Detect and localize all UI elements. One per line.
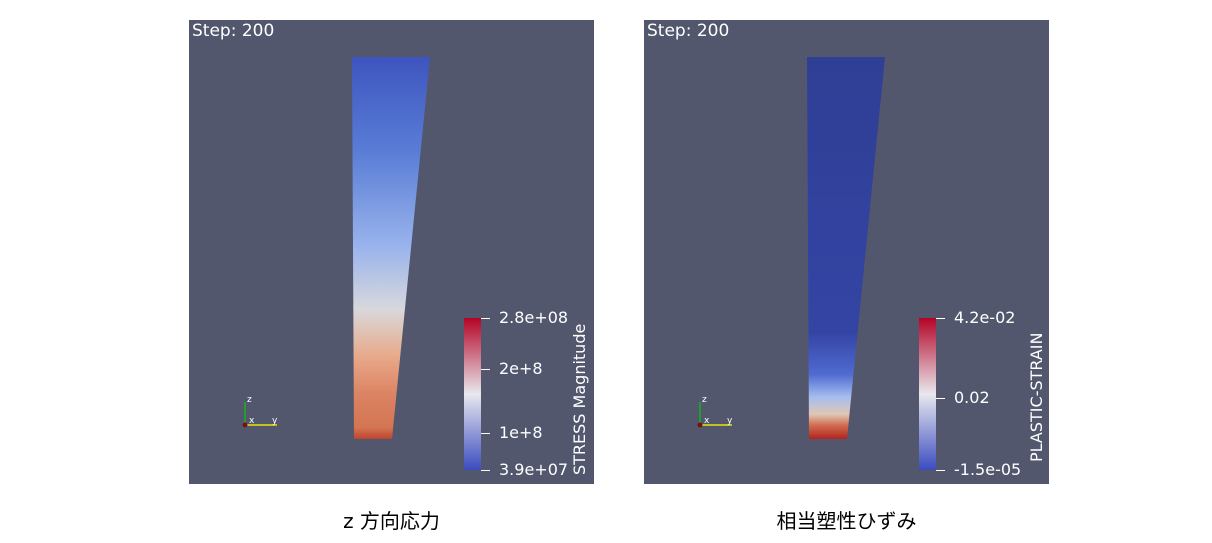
step-label: Step: 200: [192, 21, 275, 41]
colorbar-tick: [481, 470, 490, 471]
colorbar-max-label: 2.8e+08: [499, 308, 569, 327]
strain-caption: 相当塑性ひずみ: [776, 509, 917, 533]
colorbar-min-label: 3.9e+07: [499, 460, 569, 479]
colorbar-tick-label: 1e+8: [499, 423, 543, 442]
colorbar-tick: [481, 433, 490, 434]
colorbar-tick: [936, 470, 945, 471]
colorbar-max-label: 4.2e-02: [954, 308, 1016, 327]
axis-z-label: z: [247, 395, 252, 405]
axis-y-label: y: [727, 416, 733, 426]
stress-specimen: [352, 57, 430, 439]
strain-viewport[interactable]: Step: 200 z x y 4.2e-02 0.02 -1.5e-05 PL…: [644, 20, 1049, 484]
step-label: Step: 200: [647, 21, 730, 41]
colorbar-tick-label: 2e+8: [499, 359, 543, 378]
colorbar-tick: [481, 369, 490, 370]
axis-x-label: x: [704, 416, 710, 426]
stress-caption: z 方向応力: [343, 509, 440, 533]
colorbar-tick-label: 0.02: [954, 388, 990, 407]
colorbar-min-label: -1.5e-05: [954, 460, 1022, 479]
strain-specimen: [807, 57, 885, 439]
axis-z-label: z: [702, 395, 707, 405]
axis-x-label: x: [249, 416, 255, 426]
colorbar-tick: [936, 318, 945, 319]
colorbar-tick: [936, 398, 945, 399]
strain-colorbar: [919, 318, 936, 470]
colorbar-title: PLASTIC-STRAIN: [1027, 332, 1046, 463]
colorbar-tick: [481, 318, 490, 319]
stress-viewport[interactable]: Step: 200 z x y 2.8e+08 2e+8 1e+8 3.9e+0…: [189, 20, 594, 484]
orientation-axes-icon: z x y: [697, 395, 733, 428]
colorbar-title: STRESS Magnitude: [570, 323, 589, 475]
axis-y-label: y: [272, 416, 278, 426]
orientation-axes-icon: z x y: [242, 395, 278, 428]
stress-colorbar: [464, 318, 481, 470]
